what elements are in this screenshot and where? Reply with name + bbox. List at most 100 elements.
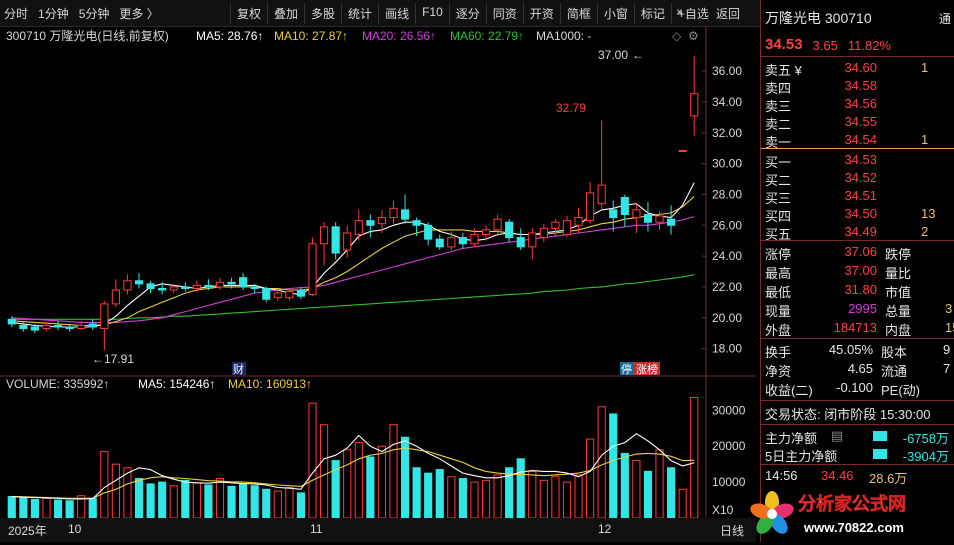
candle-body-39[interactable] xyxy=(458,237,467,245)
stats-row-3[interactable]: 现量 2995 总量 3 xyxy=(765,301,952,320)
candle-body-34[interactable] xyxy=(400,209,410,220)
volume-bar-30[interactable] xyxy=(354,442,363,519)
stats-row-4[interactable]: 外盘 184713 内盘 15 xyxy=(765,320,954,339)
volume-bar-35[interactable] xyxy=(412,467,421,519)
volume-bar-16[interactable] xyxy=(192,482,201,519)
volume-bar-47[interactable] xyxy=(551,476,560,519)
event-cai-badge[interactable] xyxy=(232,362,246,375)
toolbar-button-12[interactable]: +自选 xyxy=(670,3,715,24)
asks-row-2[interactable]: 卖三 34.56 xyxy=(765,96,877,115)
volume-bar-50[interactable] xyxy=(586,438,595,519)
candle-body-30[interactable] xyxy=(354,220,363,236)
volume-bar-46[interactable] xyxy=(539,479,548,519)
volume-bar-37[interactable] xyxy=(435,469,444,519)
volume-bar-31[interactable] xyxy=(366,456,375,519)
candle-body-19[interactable] xyxy=(227,281,236,285)
toolbar-button-4[interactable]: 画线 xyxy=(378,3,415,24)
volume-bar-51[interactable] xyxy=(597,406,606,519)
volume-bar-17[interactable] xyxy=(204,484,213,519)
volume-bar-3[interactable] xyxy=(42,497,51,519)
candle-body-49[interactable] xyxy=(574,217,583,226)
candle-body-46[interactable] xyxy=(539,227,548,239)
chart-area[interactable]: 300710 万隆光电(日线,前复权) MA5: 28.76↑ MA10: 27… xyxy=(0,26,756,519)
event-ting-badge[interactable] xyxy=(620,362,634,375)
toolbar-button-9[interactable]: 简框 xyxy=(559,3,597,24)
candle-body-3[interactable] xyxy=(42,324,51,330)
volume-bar-52[interactable] xyxy=(609,413,618,519)
toolbar-button-8[interactable]: 开资 xyxy=(522,3,560,24)
candle-body-55[interactable] xyxy=(643,213,653,223)
volume-bar-45[interactable] xyxy=(528,470,537,519)
volume-bar-2[interactable] xyxy=(30,498,40,519)
tong-tab[interactable]: 通 xyxy=(939,12,952,26)
volume-bar-26[interactable] xyxy=(308,402,317,519)
candle-body-15[interactable] xyxy=(181,286,190,289)
candle-body-57[interactable] xyxy=(666,218,676,226)
candle-body-9[interactable] xyxy=(111,289,120,305)
candle-body-4[interactable] xyxy=(53,324,63,328)
candle-body-22[interactable] xyxy=(262,287,271,300)
candle-body-28[interactable] xyxy=(331,226,340,254)
stats-row-0[interactable]: 涨停 37.06 跌停 xyxy=(765,244,925,263)
volume-bar-4[interactable] xyxy=(53,499,63,519)
toolbar-button-6[interactable]: 逐分 xyxy=(448,3,486,24)
toolbar-button-11[interactable]: 标记 xyxy=(633,3,671,24)
volume-bar-32[interactable] xyxy=(377,445,387,519)
candle-body-7[interactable] xyxy=(88,323,97,328)
volume-bar-42[interactable] xyxy=(493,474,502,519)
candle-body-20[interactable] xyxy=(239,277,248,288)
bids-row-2[interactable]: 买三 34.51 xyxy=(765,188,877,207)
candle-body-12[interactable] xyxy=(146,283,155,289)
volume-bar-56[interactable] xyxy=(655,449,664,519)
diamond-icon[interactable]: ◇ xyxy=(672,29,682,43)
period-label[interactable]: 日线 xyxy=(720,524,745,538)
time-axis[interactable]: 2025年 10 11 12 日线 xyxy=(0,518,756,542)
close-icon[interactable]: × xyxy=(676,5,684,19)
volume-bar-13[interactable] xyxy=(158,481,167,519)
stats2-row-2[interactable]: 收益(二) -0.100 PE(动) xyxy=(765,380,921,399)
settings-icon[interactable]: ⚙ xyxy=(688,29,699,43)
kline-chart[interactable]: 300710 万隆光电(日线,前复权) MA5: 28.76↑ MA10: 27… xyxy=(0,26,756,519)
candle-body-8[interactable] xyxy=(100,303,109,330)
candle-body-33[interactable] xyxy=(389,207,398,219)
volume-bar-44[interactable] xyxy=(516,458,525,519)
candle-body-27[interactable] xyxy=(319,226,329,245)
candle-body-36[interactable] xyxy=(424,224,433,240)
volume-bar-29[interactable] xyxy=(343,449,352,519)
candle-body-40[interactable] xyxy=(470,234,479,245)
back-button[interactable]: 返回 xyxy=(716,7,741,21)
candle-body-52[interactable] xyxy=(609,209,618,219)
bids-row-4[interactable]: 买五 34.49 2 xyxy=(765,224,928,243)
volume-bar-22[interactable] xyxy=(262,488,271,519)
toolbar-button-1[interactable]: 叠加 xyxy=(267,3,304,24)
candle-body-44[interactable] xyxy=(516,237,525,248)
volume-bar-8[interactable] xyxy=(100,451,109,519)
candle-body-42[interactable] xyxy=(493,218,502,231)
volume-bar-36[interactable] xyxy=(424,472,433,519)
volume-bar-59[interactable] xyxy=(690,396,699,519)
volume-bar-7[interactable] xyxy=(88,497,97,519)
toolbar-button-2[interactable]: 多股 xyxy=(304,3,341,24)
candle-body-23[interactable] xyxy=(273,292,282,299)
candle-body-13[interactable] xyxy=(158,287,167,291)
volume-bar-39[interactable] xyxy=(458,478,467,519)
candle-body-47[interactable] xyxy=(551,221,560,229)
volume-bar-53[interactable] xyxy=(620,452,629,519)
volume-bar-14[interactable] xyxy=(169,485,178,519)
volume-bar-18[interactable] xyxy=(215,478,225,519)
candle-body-10[interactable] xyxy=(123,280,132,291)
candle-body-18[interactable] xyxy=(215,281,225,288)
candle-body-51[interactable] xyxy=(597,184,606,205)
candle-body-24[interactable] xyxy=(285,291,294,299)
volume-bar-34[interactable] xyxy=(400,436,410,519)
stats-row-2[interactable]: 最低 31.80 市值 xyxy=(765,282,925,301)
candle-body-56[interactable] xyxy=(655,215,664,223)
candle-body-26[interactable] xyxy=(308,243,317,296)
candle-body-53[interactable] xyxy=(620,197,629,215)
candle-body-16[interactable] xyxy=(192,284,201,289)
volume-bar-24[interactable] xyxy=(285,487,294,519)
volume-bar-58[interactable] xyxy=(678,488,687,519)
volume-bar-9[interactable] xyxy=(111,463,120,519)
asks-row-1[interactable]: 卖四 34.58 xyxy=(765,78,877,97)
volume-bar-57[interactable] xyxy=(666,467,676,519)
